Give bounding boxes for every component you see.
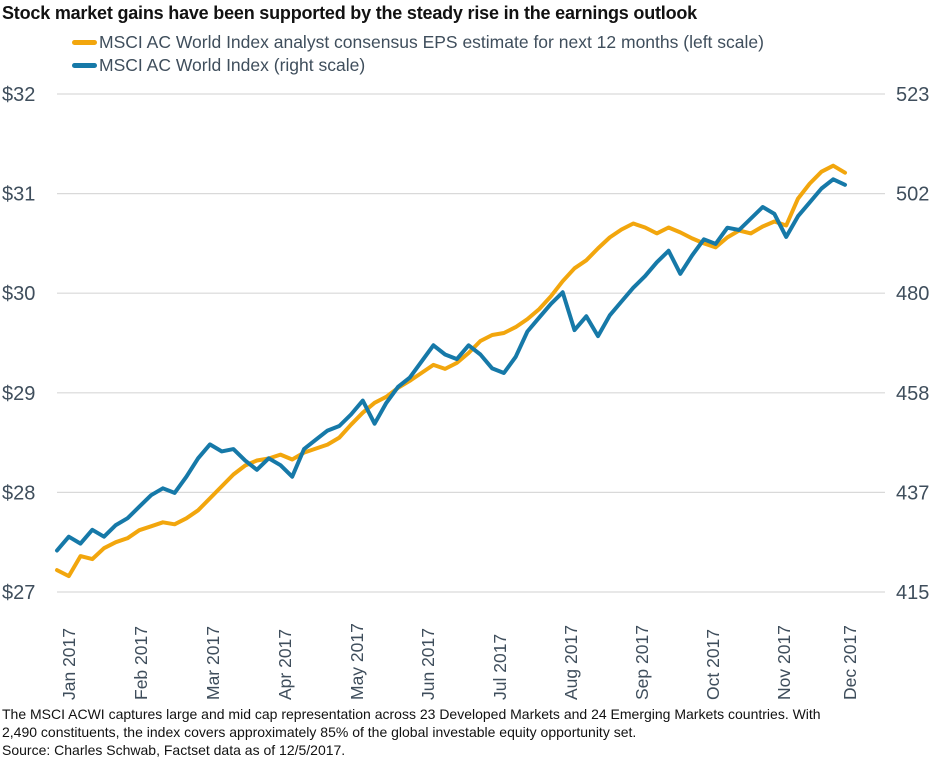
legend-item-eps: MSCI AC World Index analyst consensus EP… [72, 31, 764, 54]
y-axis-tick-label-right: 480 [896, 283, 929, 305]
eps-line-swatch-icon [72, 40, 97, 45]
x-axis-tick-label: Jan 2017 [59, 628, 79, 700]
x-axis-tick-label: Jun 2017 [418, 628, 438, 700]
x-axis-tick-label: Oct 2017 [703, 629, 723, 700]
footnote-line-1: The MSCI ACWI captures large and mid cap… [2, 706, 821, 722]
index-line [55, 177, 847, 553]
x-axis-tick-label: Jul 2017 [490, 634, 510, 700]
x-axis-tick-label: May 2017 [347, 623, 367, 700]
x-axis-tick-label: Dec 2017 [840, 625, 860, 700]
source-line: Source: Charles Schwab, Factset data as … [2, 741, 346, 758]
y-axis-tick-label-left: $29 [2, 383, 35, 405]
y-axis-tick-label-right: 458 [896, 383, 929, 405]
legend-item-index: MSCI AC World Index (right scale) [72, 54, 764, 77]
y-axis-tick-label-right: 502 [896, 184, 929, 206]
footnote: The MSCI ACWI captures large and mid cap… [2, 706, 932, 759]
chart-title: Stock market gains have been supported b… [2, 3, 697, 23]
y-axis-tick-label-left: $27 [2, 582, 35, 604]
y-axis-tick-label-right: 437 [896, 482, 929, 504]
x-axis-tick-label: Apr 2017 [275, 629, 295, 700]
y-axis-tick-label-left: $31 [2, 184, 35, 206]
index-line-swatch-icon [72, 63, 97, 68]
x-axis-tick-label: Aug 2017 [561, 625, 581, 700]
x-axis-tick-label: Feb 2017 [131, 626, 151, 700]
y-axis-tick-label-left: $32 [2, 84, 35, 106]
x-axis-tick-label: Nov 2017 [774, 625, 794, 700]
y-axis-tick-label-right: 415 [896, 582, 929, 604]
legend-label-eps: MSCI AC World Index analyst consensus EP… [99, 32, 764, 52]
legend-label-index: MSCI AC World Index (right scale) [99, 55, 366, 75]
legend: MSCI AC World Index analyst consensus EP… [72, 31, 764, 77]
y-axis-tick-label-left: $30 [2, 283, 35, 305]
eps-line [55, 163, 847, 579]
x-axis-tick-label: Mar 2017 [203, 626, 223, 700]
y-axis-tick-label-left: $28 [2, 482, 35, 504]
y-axis-tick-label-right: 523 [896, 84, 929, 106]
x-axis-tick-label: Sep 2017 [632, 625, 652, 700]
footnote-line-2: 2,490 constituents, the index covers app… [2, 723, 637, 740]
